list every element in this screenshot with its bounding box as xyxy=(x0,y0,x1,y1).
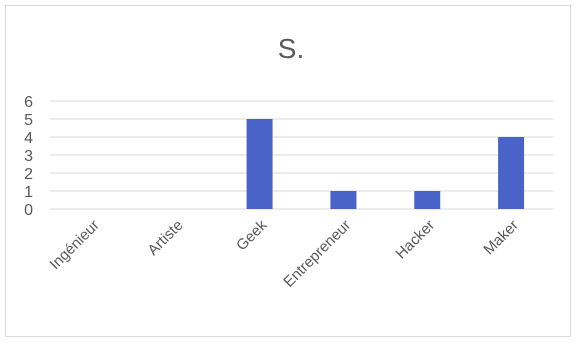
x-tick-label: Entrepreneur xyxy=(280,217,354,291)
y-tick-label: 2 xyxy=(24,166,33,183)
x-tick-label: Hacker xyxy=(392,217,438,263)
y-tick-label: 0 xyxy=(24,202,33,219)
x-tick-label: Geek xyxy=(233,216,271,254)
x-tick-label: Ingénieur xyxy=(46,217,102,273)
bar-geek xyxy=(246,119,273,209)
bar-hacker xyxy=(414,191,441,209)
y-tick-label: 5 xyxy=(24,112,33,129)
chart-title: S. xyxy=(278,33,304,64)
y-tick-label: 3 xyxy=(24,148,33,165)
gridlines xyxy=(50,100,553,210)
chart-frame xyxy=(5,5,571,337)
bar-entrepreneur xyxy=(330,191,357,209)
y-tick-label: 4 xyxy=(24,130,33,147)
bar-maker xyxy=(498,137,525,209)
x-tick-label: Artiste xyxy=(144,217,186,259)
x-axis-labels: Ingénieur Artiste Geek Entrepreneur Hacker Ma… xyxy=(46,216,521,290)
y-tick-label: 6 xyxy=(24,94,33,111)
bars xyxy=(246,119,525,209)
x-tick-label: Maker xyxy=(480,217,521,258)
y-tick-label: 1 xyxy=(24,184,33,201)
